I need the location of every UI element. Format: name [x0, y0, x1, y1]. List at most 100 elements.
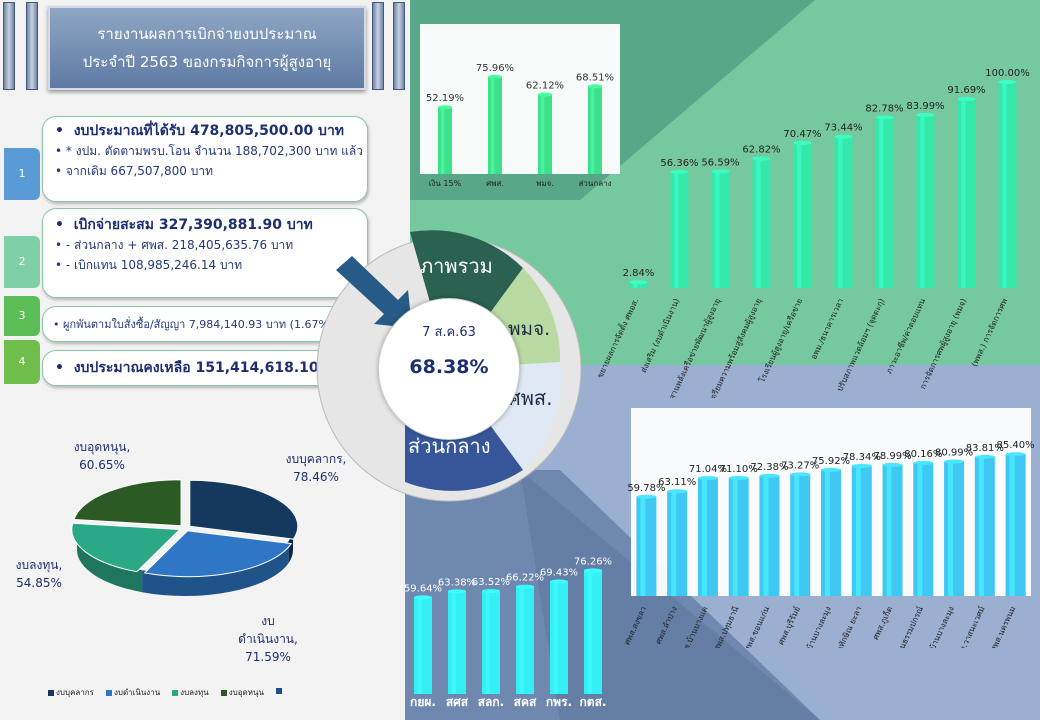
bar-highlight	[825, 469, 830, 596]
bar-value-label: 80.16%	[904, 449, 942, 460]
bar-value-label: 62.12%	[526, 80, 564, 91]
bar-1	[670, 169, 689, 288]
bar	[998, 82, 1017, 288]
bar-0	[629, 280, 648, 288]
category-label: โรงเรียนผู้สูงอายุ/เครือข่าย	[757, 297, 806, 385]
bar-value-label: 63.11%	[658, 477, 696, 488]
bar-2	[711, 169, 730, 288]
category-label: สคส	[514, 695, 537, 709]
bar-highlight	[640, 496, 646, 596]
bar	[438, 107, 452, 174]
bar-highlight	[1002, 82, 1007, 288]
bar-top	[1005, 452, 1026, 457]
bar-top	[516, 584, 534, 589]
step-tab-1: 1	[4, 148, 40, 200]
bar-5	[584, 568, 602, 694]
step-card-remaining: • งบประมาณคงเหลือ 151,414,618.10 บาท	[42, 350, 368, 386]
decor-pillar	[372, 2, 384, 90]
pie-side	[77, 528, 143, 593]
bar-highlight	[855, 465, 861, 596]
bar-value-label: 91.69%	[947, 85, 985, 96]
category-label: ศพส.ขอนแก่น	[742, 605, 771, 648]
bar	[670, 171, 689, 288]
category-label: ภาวะอาชีพ/ค่าตอบแทน	[884, 297, 927, 376]
bar-top	[584, 568, 602, 573]
bar-value-label: 78.99%	[873, 451, 911, 462]
bar-2	[697, 476, 718, 596]
bar-highlight	[440, 107, 445, 174]
bar-highlight	[879, 117, 884, 288]
bar-2	[538, 92, 552, 174]
bar-value-label: 62.82%	[742, 145, 780, 156]
report-title: รายงานผลการเบิกจ่ายงบประมาณ ประจำปี 2563…	[48, 6, 366, 90]
bar-top	[875, 115, 894, 120]
bar	[913, 462, 934, 596]
chart-central-units: 2.84% ขยายผลการจัดตั้ง ศพอส. 56.36% ส่งเสริ…	[594, 68, 1030, 398]
legend-item: งบอุดหนุน	[220, 686, 264, 699]
pie-label-operating: งบ ดำเนินงาน, 71.59%	[238, 614, 298, 664]
bar-3	[588, 84, 602, 174]
bar-value-label: 72.38%	[750, 462, 788, 473]
bar-top	[793, 140, 812, 145]
bar	[667, 491, 688, 596]
bar	[875, 117, 894, 288]
bar	[550, 581, 568, 694]
category-label: ศพส.	[486, 179, 504, 188]
bar-5	[834, 134, 853, 288]
bar-top	[438, 105, 452, 110]
bar	[882, 464, 903, 596]
bar	[759, 475, 780, 596]
bar-value-label: 63.52%	[472, 577, 510, 588]
bar-highlight	[794, 474, 800, 596]
bar-top	[821, 467, 841, 472]
bar-highlight	[763, 475, 769, 596]
bar-top	[728, 475, 749, 480]
bar-4	[759, 473, 780, 596]
category-label: ศพส.บุรีรัมย์	[775, 605, 802, 647]
bar-top	[538, 92, 552, 97]
bar-1	[488, 74, 502, 174]
category-label: พมจ.	[536, 179, 554, 188]
bar-highlight	[715, 171, 720, 288]
category-label: การจัดการศพผู้สูงอายุ (พมจ)	[918, 297, 969, 391]
bar-top	[913, 460, 934, 465]
bar-top	[998, 80, 1017, 84]
bar-top	[482, 589, 500, 594]
bar-top	[711, 169, 730, 174]
disbursed-proxy: • - เบิกแทน 108,985,246.14 บาท	[55, 258, 243, 272]
bar-highlight	[540, 94, 545, 174]
bar-value-label: 52.19%	[426, 93, 464, 104]
decor-pillar	[26, 2, 38, 90]
bar-highlight	[633, 282, 638, 288]
bar-top	[882, 462, 903, 467]
step-tab-3: 3	[4, 296, 40, 336]
bar-highlight	[587, 570, 593, 694]
bar-top	[670, 169, 689, 174]
bar	[851, 465, 872, 596]
bar-value-label: 73.27%	[781, 460, 819, 471]
bar	[974, 456, 995, 596]
pie-label-personnel: งบบุคลากร, 78.46%	[285, 452, 347, 484]
bar-highlight	[756, 158, 761, 288]
step-card-committed: • ผูกพันตามใบสั่งซื้อ/สัญญา 7,984,140.93…	[42, 306, 368, 342]
bar-10	[944, 459, 965, 596]
legend-item: งบดำเนินงาน	[105, 686, 160, 699]
disbursed-total: • เบิกจ่ายสะสม 327,390,881.90 บาท	[55, 217, 313, 233]
report-date: 7 ส.ค.63	[422, 325, 476, 340]
bar-top	[636, 494, 657, 499]
legend-item	[275, 686, 284, 699]
decor-pillar	[3, 2, 15, 90]
bar-value-label: 75.92%	[812, 456, 850, 467]
bar-7	[851, 463, 872, 596]
pie-slice-งบลงทุน	[71, 522, 181, 573]
bar	[944, 461, 965, 596]
bar-9	[998, 80, 1017, 288]
bar-8	[957, 97, 976, 289]
category-label: ศพส.บ้านบางละมุง	[797, 605, 833, 648]
bar-top	[488, 74, 502, 79]
legend-item: งบบุคลากร	[48, 686, 94, 699]
bar-top	[834, 134, 853, 139]
bar	[957, 99, 976, 289]
bar-top	[851, 463, 872, 468]
bar-value-label: 80.99%	[935, 448, 973, 459]
